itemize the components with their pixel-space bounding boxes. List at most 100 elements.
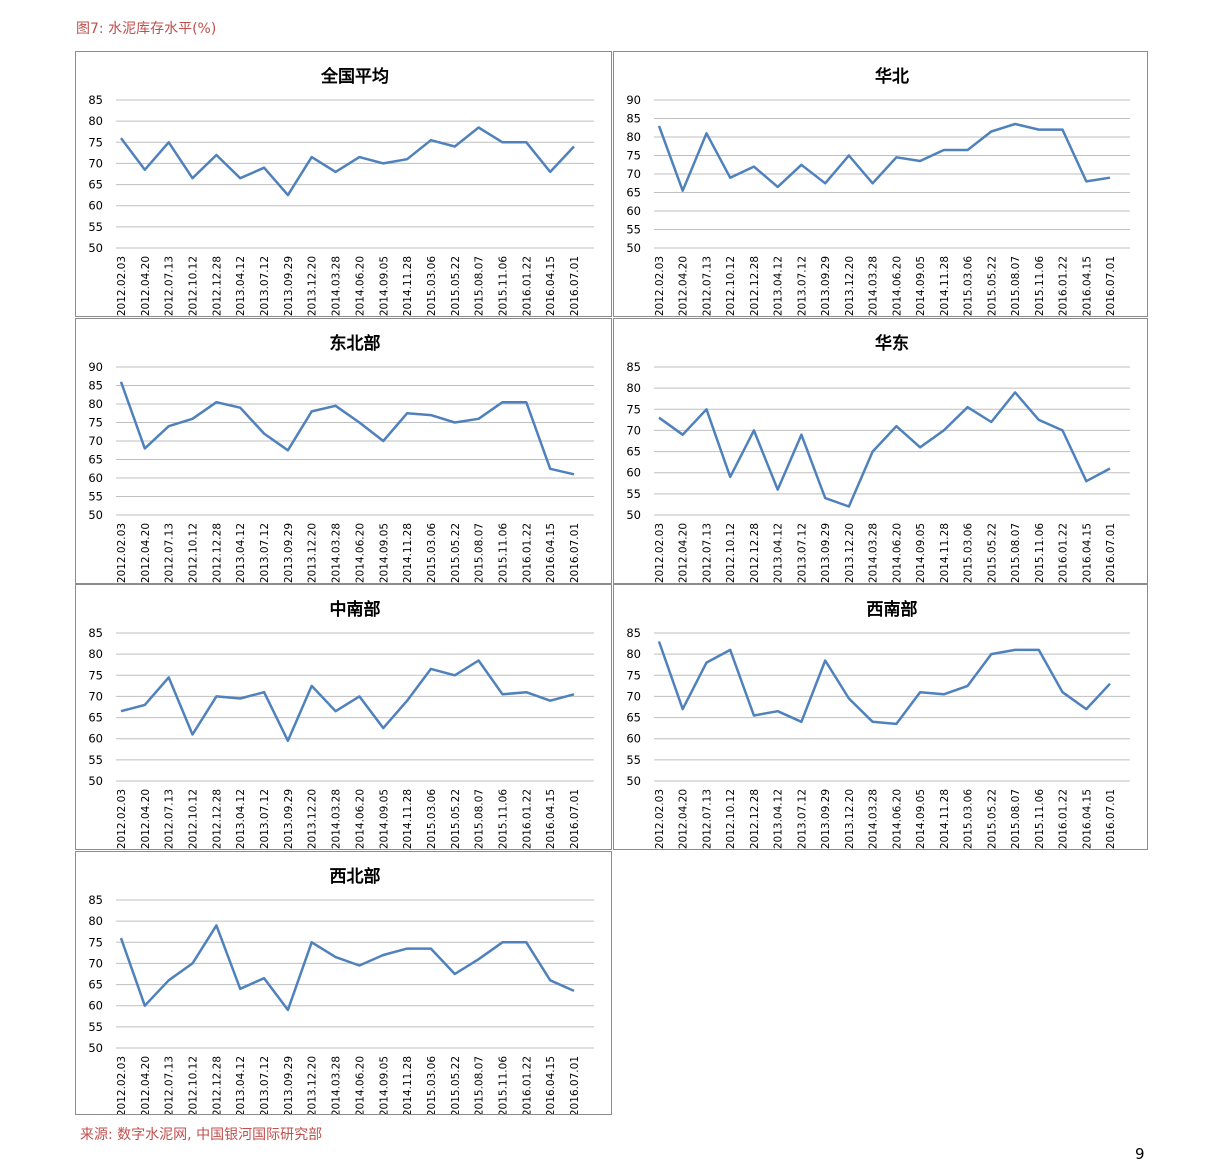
x-tick-label: 2015.03.06 [963, 256, 975, 316]
x-tick-label: 2012.02.03 [116, 523, 128, 583]
x-tick-label: 2012.12.28 [749, 256, 761, 316]
line-chart: 西北部 50 55 60 65 70 75 80 85 2012.02.03 2012.04.20 2… [88, 866, 594, 1114]
x-tick-label: 2013.07.12 [796, 256, 808, 316]
x-tick-label: 2014.06.20 [891, 256, 903, 316]
x-tick-label: 2012.07.13 [164, 523, 176, 583]
series-line [119, 381, 575, 476]
x-tick-label: 2014.09.05 [378, 1056, 390, 1114]
y-tick-label: 70 [88, 956, 103, 970]
x-tick-label: 2016.01.22 [1058, 789, 1070, 849]
y-tick-label: 65 [626, 711, 641, 725]
x-tick-label: 2016.07.01 [569, 523, 581, 583]
x-tick-label: 2013.12.20 [844, 523, 856, 583]
y-tick-label: 65 [88, 453, 103, 467]
x-tick-label: 2016.07.01 [1105, 789, 1117, 849]
y-tick-label: 65 [626, 186, 641, 200]
chart-panel-northeast: 东北部 50 55 60 65 70 75 80 85 90 2012.02.03 2012.04.2… [75, 318, 612, 584]
y-tick-label: 85 [626, 626, 641, 640]
x-tick-label: 2016.04.15 [1081, 789, 1093, 849]
y-tick-label: 75 [626, 668, 641, 682]
x-tick-label: 2012.02.03 [654, 789, 666, 849]
x-tick-label: 2014.03.28 [331, 523, 343, 583]
x-tick-label: 2015.11.06 [1034, 789, 1046, 849]
x-tick-label: 2012.12.28 [749, 789, 761, 849]
x-tick-label: 2014.06.20 [354, 789, 366, 849]
x-tick-label: 2012.04.20 [140, 256, 152, 316]
chart-title: 中南部 [330, 599, 381, 620]
x-tick-label: 2016.07.01 [569, 1056, 581, 1114]
y-tick-label: 50 [626, 774, 641, 788]
x-tick-label: 2012.04.20 [140, 523, 152, 583]
x-tick-label: 2013.04.12 [235, 256, 247, 316]
line-chart: 东北部 50 55 60 65 70 75 80 85 90 2012.02.03 2012.04.2… [88, 333, 594, 583]
x-tick-label: 2013.12.20 [307, 256, 319, 316]
y-tick-label: 80 [626, 130, 641, 144]
y-tick-label: 70 [88, 434, 103, 448]
y-tick-label: 50 [88, 1041, 103, 1055]
y-tick-label: 50 [626, 241, 641, 255]
y-tick-label: 70 [626, 423, 641, 437]
x-tick-label: 2013.12.20 [844, 789, 856, 849]
x-tick-label: 2015.03.06 [426, 789, 438, 849]
y-tick-label: 60 [88, 199, 103, 213]
x-tick-label: 2015.05.22 [450, 1056, 462, 1114]
x-tick-label: 2014.11.28 [939, 789, 951, 849]
chart-panel-north-china: 华北 50 55 60 65 70 75 80 85 90 2012.02.03 2012.04.20… [613, 51, 1148, 317]
x-tick-label: 2013.04.12 [235, 789, 247, 849]
y-tick-label: 70 [88, 156, 103, 170]
x-tick-label: 2014.06.20 [354, 1056, 366, 1114]
x-tick-label: 2013.07.12 [796, 523, 808, 583]
x-tick-label: 2014.09.05 [915, 523, 927, 583]
y-tick-label: 80 [88, 914, 103, 928]
page-number: 9 [1135, 1145, 1145, 1163]
x-tick-label: 2015.11.06 [497, 256, 509, 316]
x-tick-label: 2012.07.13 [164, 256, 176, 316]
series-line [657, 122, 1111, 192]
x-tick-label: 2014.11.28 [402, 256, 414, 316]
y-tick-label: 70 [626, 167, 641, 181]
y-tick-label: 80 [88, 647, 103, 661]
x-tick-label: 2013.09.29 [820, 789, 832, 849]
x-tick-label: 2014.09.05 [378, 523, 390, 583]
x-tick-label: 2016.07.01 [1105, 256, 1117, 316]
x-tick-label: 2012.10.12 [188, 523, 200, 583]
x-tick-label: 2015.08.07 [1010, 256, 1022, 316]
source-note: 来源: 数字水泥网, 中国银河国际研究部 [80, 1127, 323, 1143]
y-tick-label: 75 [626, 149, 641, 163]
x-tick-label: 2015.05.22 [450, 523, 462, 583]
x-tick-label: 2013.07.12 [259, 523, 271, 583]
x-tick-label: 2014.11.28 [402, 1056, 414, 1114]
x-tick-label: 2013.04.12 [235, 523, 247, 583]
x-tick-label: 2016.07.01 [569, 256, 581, 316]
y-tick-label: 85 [88, 93, 103, 107]
x-tick-label: 2013.12.20 [844, 256, 856, 316]
y-tick-label: 75 [88, 416, 103, 430]
x-tick-label: 2014.03.28 [331, 1056, 343, 1114]
chart-title: 西南部 [867, 599, 918, 620]
x-tick-label: 2013.09.29 [283, 256, 295, 316]
chart-panel-central-south: 中南部 50 55 60 65 70 75 80 85 2012.02.03 2012.04.20 2… [75, 584, 612, 850]
x-tick-label: 2012.02.03 [116, 256, 128, 316]
x-tick-label: 2013.09.29 [283, 1056, 295, 1114]
x-tick-label: 2015.05.22 [986, 256, 998, 316]
y-tick-label: 60 [626, 466, 641, 480]
y-tick-label: 65 [88, 178, 103, 192]
x-tick-label: 2014.03.28 [868, 256, 880, 316]
x-tick-label: 2016.04.15 [1081, 523, 1093, 583]
x-tick-label: 2015.08.07 [1010, 523, 1022, 583]
x-tick-label: 2016.04.15 [545, 256, 557, 316]
y-tick-label: 55 [626, 487, 641, 501]
x-tick-label: 2015.11.06 [1034, 523, 1046, 583]
y-tick-label: 75 [626, 402, 641, 416]
x-tick-label: 2012.12.28 [211, 1056, 223, 1114]
x-tick-label: 2014.11.28 [402, 523, 414, 583]
y-tick-label: 85 [88, 893, 103, 907]
y-tick-label: 55 [88, 1020, 103, 1034]
x-tick-label: 2012.10.12 [188, 256, 200, 316]
chart-panel-east-china: 华东 50 55 60 65 70 75 80 85 2012.02.03 2012.04.20 20… [613, 318, 1148, 584]
x-tick-label: 2014.11.28 [402, 789, 414, 849]
x-tick-label: 2012.10.12 [188, 789, 200, 849]
x-tick-label: 2015.11.06 [1034, 256, 1046, 316]
figure-title: 图7: 水泥库存水平(%) [76, 21, 217, 37]
x-tick-label: 2015.11.06 [497, 789, 509, 849]
